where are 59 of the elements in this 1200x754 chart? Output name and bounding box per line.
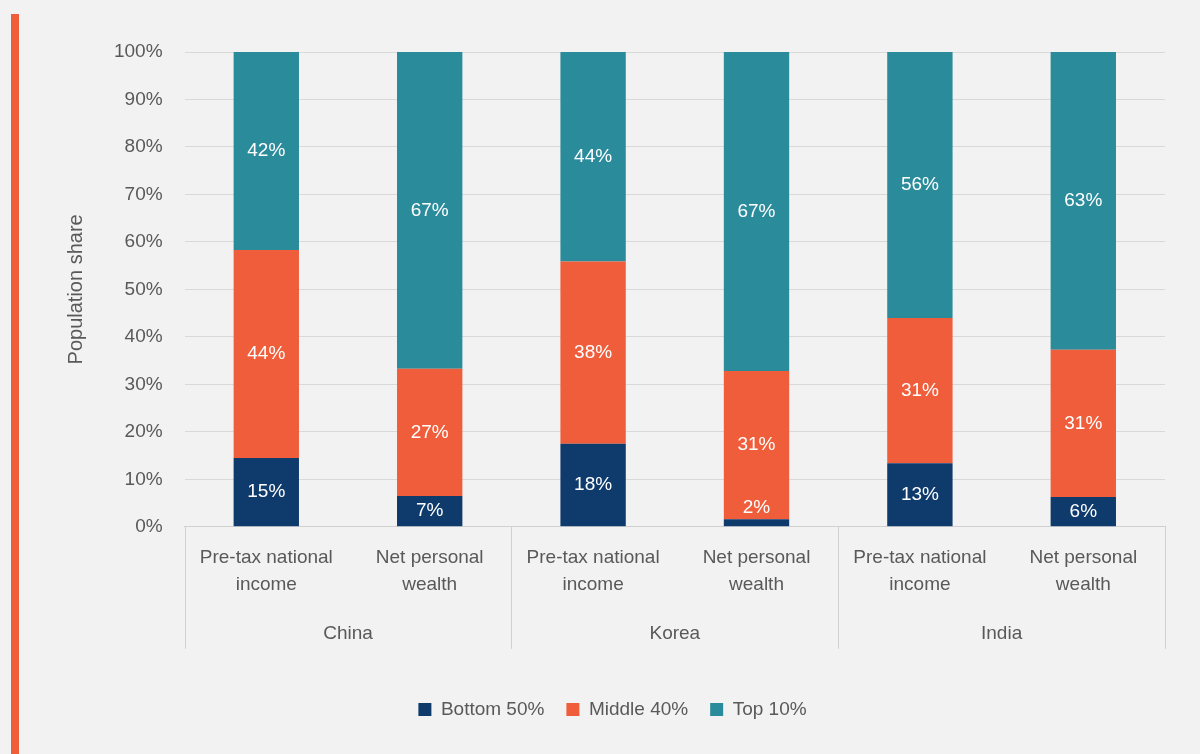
data-label: 56%: [900, 173, 940, 195]
bar: [723, 519, 790, 527]
bar: [887, 52, 953, 318]
y-tick-label: 60%: [124, 230, 163, 252]
legend-label: Top 10%: [732, 697, 807, 719]
x-tick-label: Net personal wealth: [375, 546, 484, 594]
legend-label: Bottom 50%: [440, 697, 545, 719]
data-label: 13%: [900, 482, 940, 504]
bar: [560, 52, 626, 262]
y-tick-label: 100%: [113, 40, 163, 62]
legend-label: Middle 40%: [588, 697, 689, 719]
x-tick-label: Pre-tax national income: [526, 546, 660, 594]
bar: [397, 368, 463, 496]
y-tick-label: 30%: [124, 372, 163, 394]
data-label: 6%: [1069, 499, 1098, 521]
y-tick-label: 50%: [124, 277, 163, 299]
x-tick-label: Net personal wealth: [702, 546, 811, 594]
bar: [1050, 52, 1116, 350]
data-label: 31%: [900, 378, 940, 400]
text: China: [323, 622, 374, 644]
data-label: 38%: [574, 340, 613, 362]
bar: [1050, 349, 1116, 497]
data-label: 67%: [737, 199, 776, 221]
data-label: 63%: [1064, 189, 1103, 211]
bar: [560, 443, 626, 527]
bar: [233, 249, 299, 458]
y-tick-label: 0%: [135, 515, 163, 537]
y-axis-title: Population share: [63, 214, 86, 365]
y-tick-label: 70%: [124, 182, 163, 204]
bar: [887, 317, 953, 464]
data-label: 27%: [410, 420, 449, 442]
x-tick-label: Pre-tax national income: [853, 546, 987, 594]
bar: [233, 457, 299, 527]
bar: [397, 495, 463, 527]
bar: [397, 52, 463, 369]
x-tick-label: Pre-tax national income: [199, 546, 333, 594]
text: India: [981, 622, 1023, 644]
bar: [233, 52, 299, 250]
y-tick-label: 40%: [124, 325, 163, 347]
x-tick-label: Net personal wealth: [1029, 546, 1138, 594]
bar: [723, 52, 790, 372]
y-tick-label: 20%: [124, 420, 163, 442]
bar: [723, 371, 790, 520]
data-label: 31%: [737, 433, 776, 455]
data-label: 7%: [415, 499, 444, 521]
data-label: 31%: [1064, 411, 1103, 433]
data-label: 18%: [574, 473, 613, 495]
bar: [560, 261, 626, 444]
data-label: 67%: [410, 198, 449, 220]
data-label: 42%: [247, 139, 286, 161]
data-label: 44%: [574, 144, 613, 166]
bar: [887, 463, 953, 527]
y-tick-label: 80%: [124, 135, 163, 157]
data-label: 44%: [247, 342, 286, 364]
text: Korea: [649, 622, 701, 644]
y-tick-label: 90%: [124, 87, 163, 109]
data-label: 15%: [247, 480, 286, 502]
y-tick-label: 10%: [124, 467, 163, 489]
data-label: 2%: [742, 496, 771, 518]
